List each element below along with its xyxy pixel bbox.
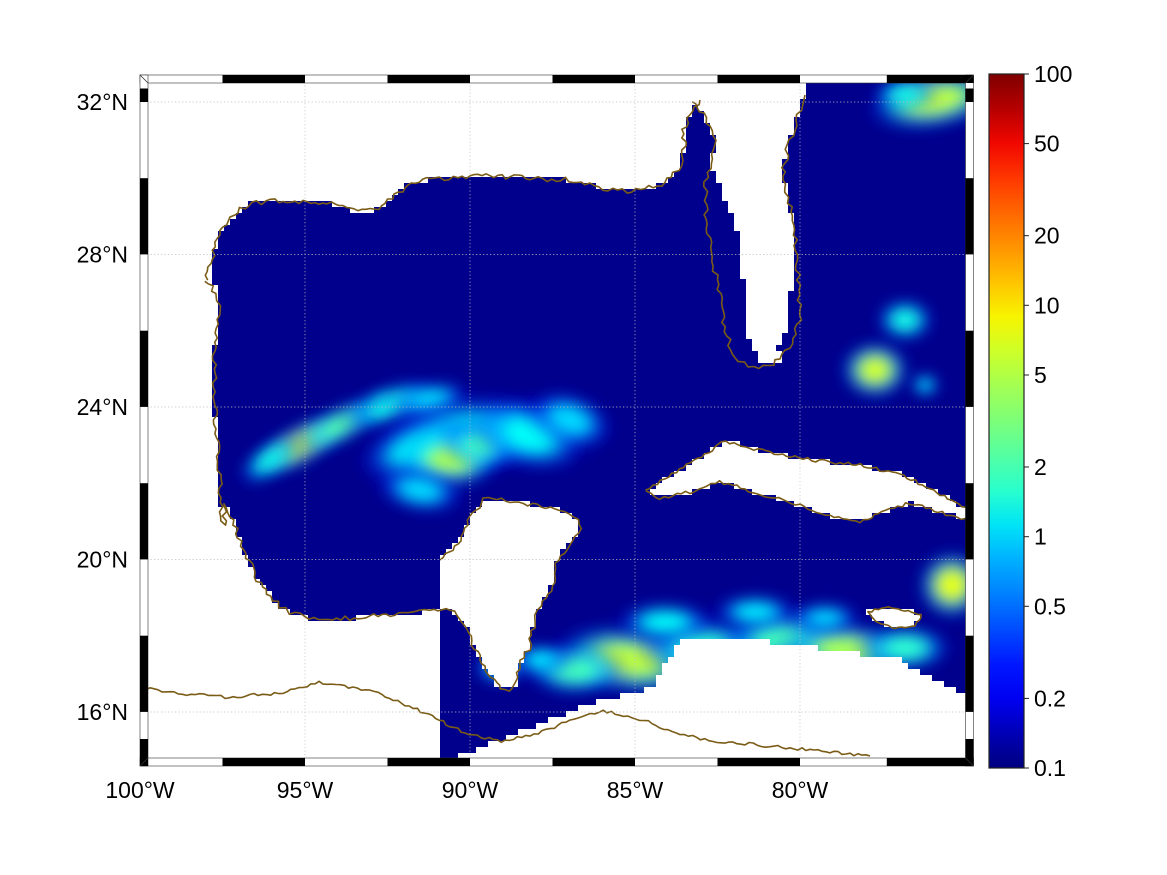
svg-text:5: 5 <box>1034 362 1047 388</box>
svg-text:24°N: 24°N <box>77 394 128 420</box>
svg-text:32°N: 32°N <box>77 89 128 115</box>
svg-text:28°N: 28°N <box>77 242 128 268</box>
svg-text:20°N: 20°N <box>77 547 128 573</box>
svg-text:1: 1 <box>1034 524 1047 550</box>
svg-text:16°N: 16°N <box>77 699 128 725</box>
svg-text:95°W: 95°W <box>277 777 334 803</box>
svg-text:20: 20 <box>1034 223 1060 249</box>
svg-text:0.1: 0.1 <box>1034 755 1066 781</box>
svg-text:90°W: 90°W <box>442 777 499 803</box>
svg-text:100: 100 <box>1034 61 1072 87</box>
svg-text:2: 2 <box>1034 454 1047 480</box>
svg-text:10: 10 <box>1034 292 1060 318</box>
svg-text:0.2: 0.2 <box>1034 685 1066 711</box>
svg-text:50: 50 <box>1034 131 1060 157</box>
svg-text:100°W: 100°W <box>105 777 175 803</box>
svg-text:0.5: 0.5 <box>1034 593 1066 619</box>
svg-text:85°W: 85°W <box>607 777 664 803</box>
svg-text:80°W: 80°W <box>772 777 829 803</box>
